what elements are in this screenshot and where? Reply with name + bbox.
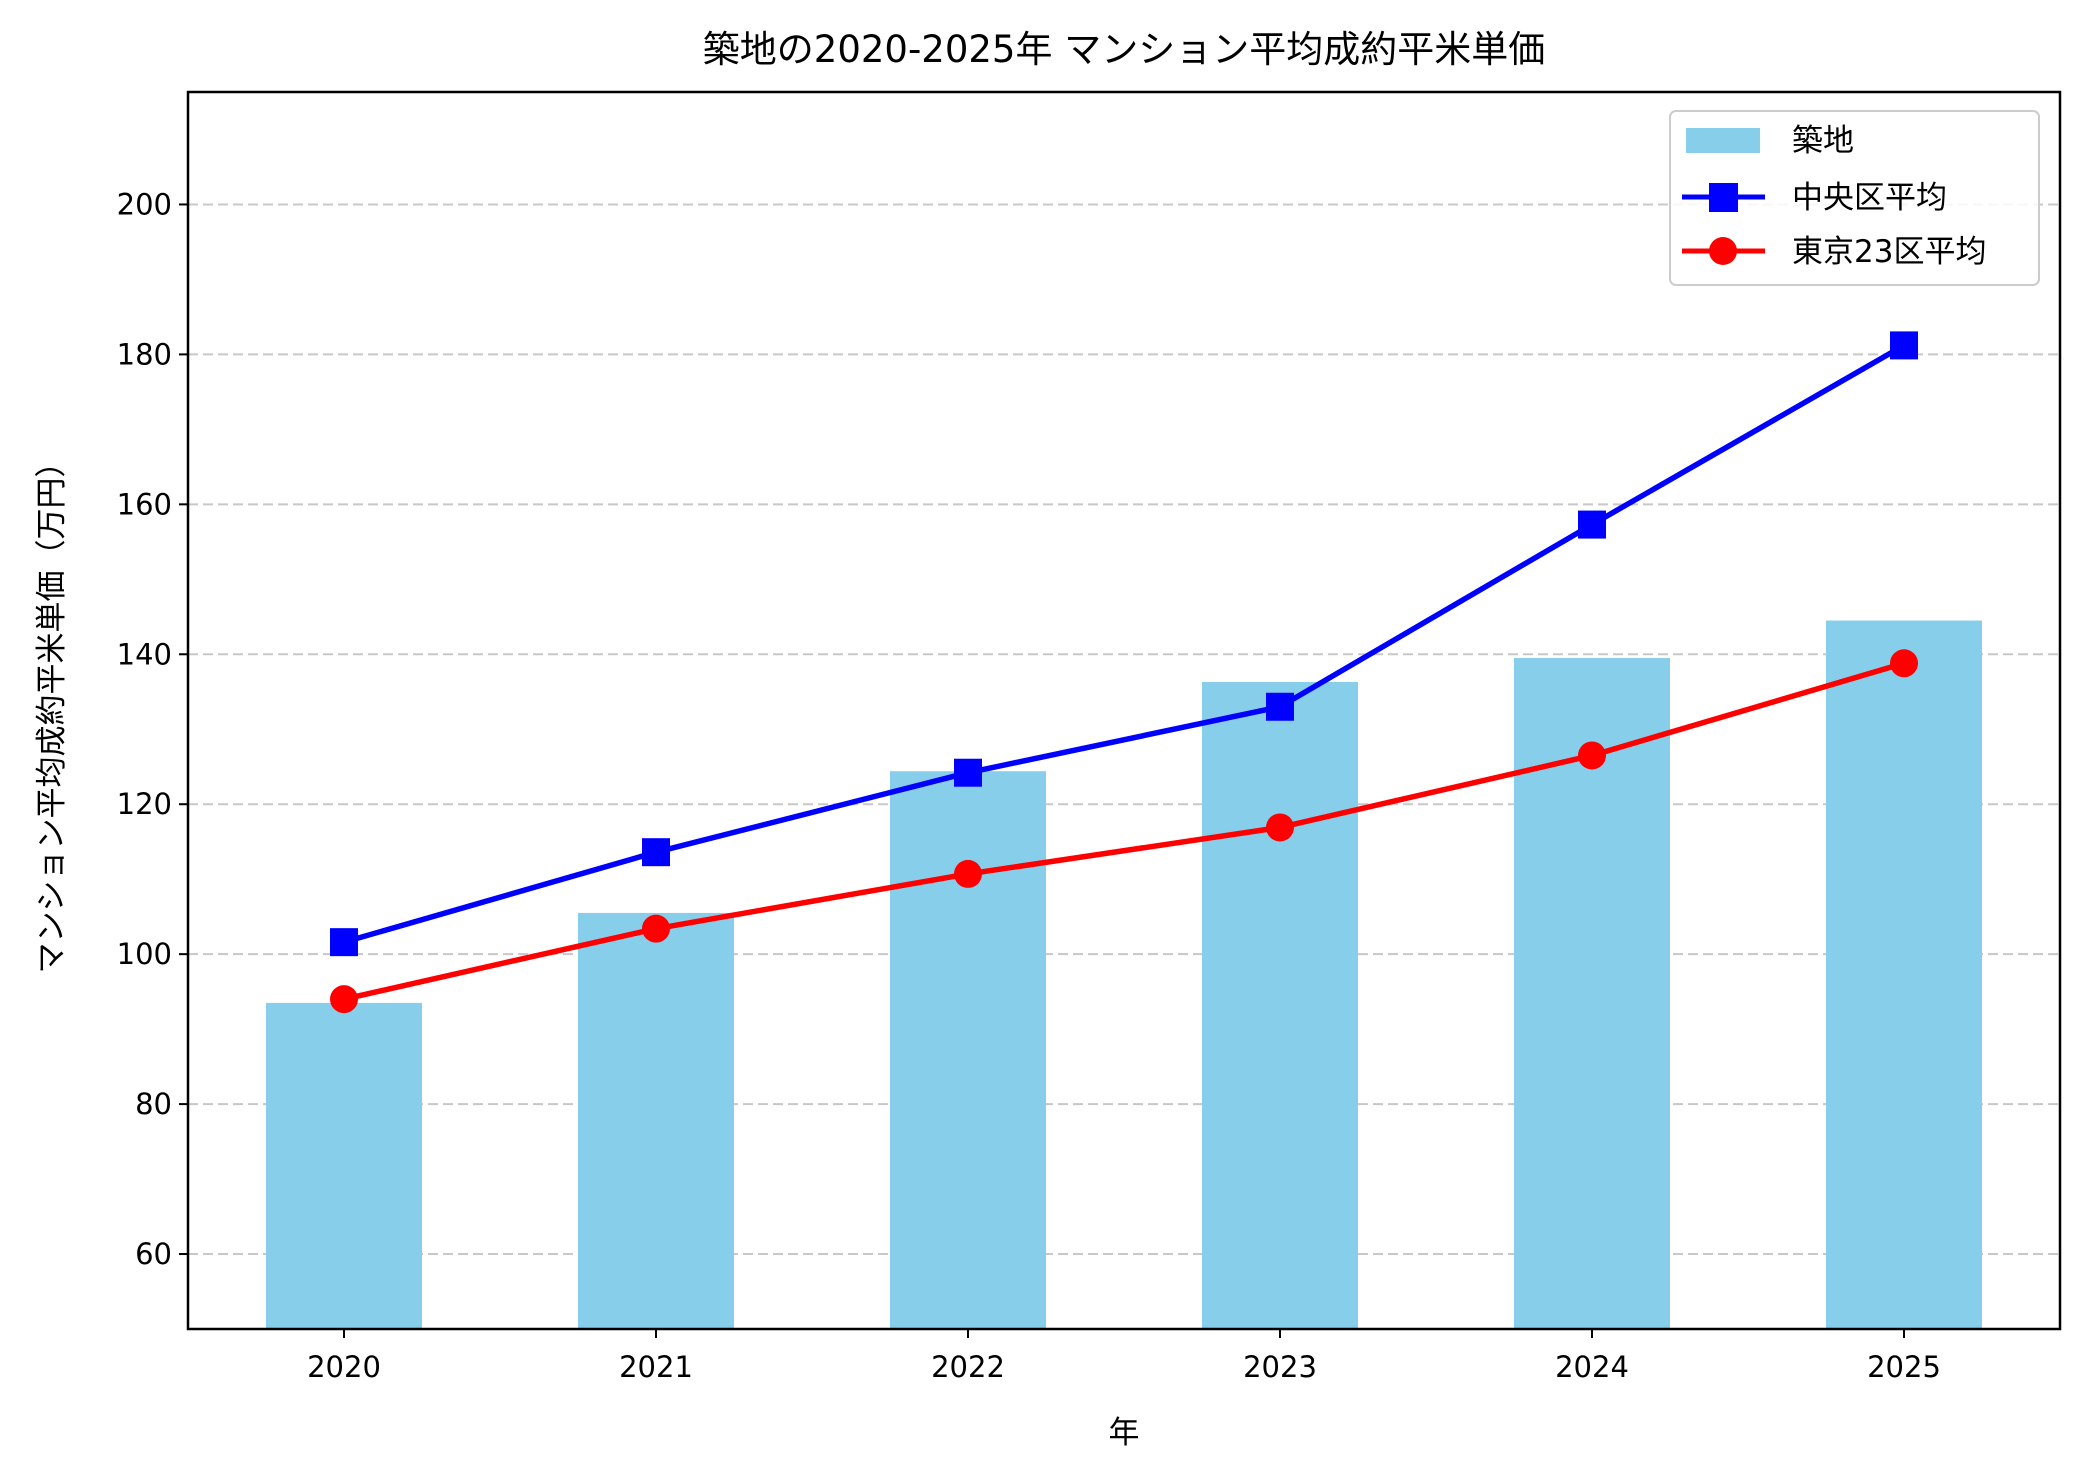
plot-frame: [186, 90, 2062, 1331]
x-tick-label: 2024: [1555, 1350, 1629, 1384]
x-tick-label: 2020: [307, 1350, 381, 1384]
y-tick-label: 180: [117, 337, 172, 371]
series-line-1: [343, 343, 1906, 945]
y-tick-label: 100: [117, 937, 172, 971]
marker-square-2020: [330, 928, 358, 957]
bars: [266, 620, 1982, 1329]
x-axis-label: 年: [1109, 1415, 1140, 1451]
legend-box: [1669, 110, 2040, 286]
lines: [330, 331, 1918, 1014]
y-tick-label: 200: [117, 187, 172, 221]
legend-label-0: 築地: [1792, 123, 1854, 159]
y-tick-label: 120: [117, 787, 172, 821]
marker-square-2021: [642, 838, 670, 867]
x-tick-label: 2022: [931, 1350, 1005, 1384]
bar-2025: [1826, 620, 1982, 1329]
marker-circle-2022: [954, 859, 982, 888]
legend-label-1: 中央区平均: [1792, 180, 1947, 216]
x-tick-label: 2021: [619, 1350, 693, 1384]
legend-marker-circle: [1709, 237, 1737, 265]
marker-circle-2025: [1890, 649, 1918, 678]
marker-circle-2021: [642, 914, 670, 943]
chart-title: 築地の2020-2025年 マンション平均成約平米単価: [703, 28, 1545, 71]
marker-circle-2023: [1266, 813, 1294, 842]
marker-square-2024: [1578, 510, 1606, 539]
marker-circle-2024: [1578, 741, 1606, 770]
y-tick-label: 140: [117, 637, 172, 671]
series-line-2: [343, 660, 1905, 1002]
legend-swatch-bar: [1686, 128, 1760, 153]
bar-2020: [266, 1002, 422, 1329]
legend-marker-square: [1709, 183, 1738, 212]
y-axis-label: マンション平均成約平米単価（万円）: [34, 447, 70, 974]
y-tick-label: 60: [135, 1237, 172, 1271]
legend-label-2: 東京23区平均: [1792, 234, 1986, 270]
gridlines: [188, 203, 2060, 1256]
x-axis: 2020 2021 2022 2023 2024 2025: [307, 1329, 1941, 1384]
bar-2021: [578, 912, 734, 1329]
bar-2023: [1202, 682, 1358, 1329]
bar-2022: [890, 771, 1046, 1329]
x-tick-label: 2025: [1867, 1350, 1941, 1384]
marker-square-2023: [1266, 692, 1294, 721]
marker-square-2022: [954, 758, 982, 787]
legend: 築地 中央区平均 東京23区平均: [1669, 110, 2040, 286]
y-tick-label: 80: [135, 1087, 172, 1121]
y-axis: 60 80 100 120 140 160 180 200: [117, 187, 188, 1271]
marker-circle-2020: [330, 985, 358, 1014]
x-tick-label: 2023: [1243, 1350, 1317, 1384]
y-tick-label: 160: [117, 487, 172, 521]
marker-square-2025: [1890, 331, 1918, 360]
